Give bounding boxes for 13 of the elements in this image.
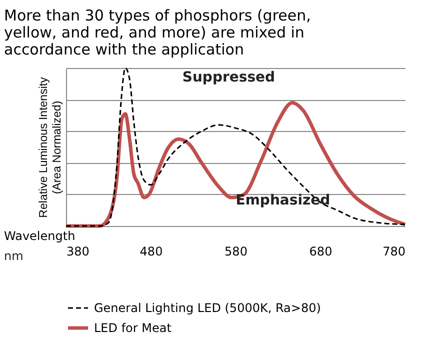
y-axis-title: Relative Luminous Intensity (Area Normalized)	[38, 76, 64, 218]
x-tick-label: 680	[309, 244, 332, 258]
x-axis-title: Wavelength	[4, 229, 76, 243]
text: nm	[4, 249, 24, 263]
legend-label: General Lighting LED (5000K, Ra>80)	[94, 301, 321, 315]
legend-label: LED for Meat	[94, 321, 172, 335]
x-tick-label: 480	[140, 244, 163, 258]
annotation: Emphasized	[236, 192, 330, 209]
x-tick-label: 580	[224, 244, 248, 258]
annotation: Suppressed	[182, 69, 276, 86]
x-tick-label: 780	[382, 244, 406, 258]
x-tick-label: 380	[66, 244, 90, 258]
chart-title: More than 30 types of phosphors (green, yellow, and red, and more) are mixed in accordance with the application	[4, 6, 311, 58]
